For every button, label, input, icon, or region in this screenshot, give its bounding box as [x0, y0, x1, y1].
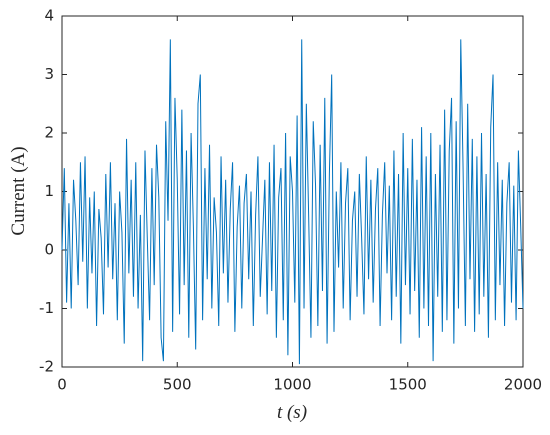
y-tick-label: 3 [44, 65, 54, 83]
x-tick-label: 500 [163, 376, 192, 394]
y-tick-label: -1 [39, 299, 54, 317]
x-tick-label: 1000 [273, 376, 311, 394]
data-line [61, 39, 524, 365]
y-tick-label: 0 [44, 241, 54, 259]
y-tick-label: -2 [39, 358, 54, 376]
y-tick-label: 1 [44, 182, 54, 200]
y-tick-label: 2 [44, 124, 54, 142]
y-tick-label: 4 [44, 7, 54, 25]
y-axis-label: Current (A) [8, 146, 29, 235]
x-tick-label: 2000 [504, 376, 542, 394]
x-tick-label: 0 [57, 376, 67, 394]
x-tick-label: 1500 [389, 376, 427, 394]
x-axis-label: t (s) [277, 402, 307, 423]
